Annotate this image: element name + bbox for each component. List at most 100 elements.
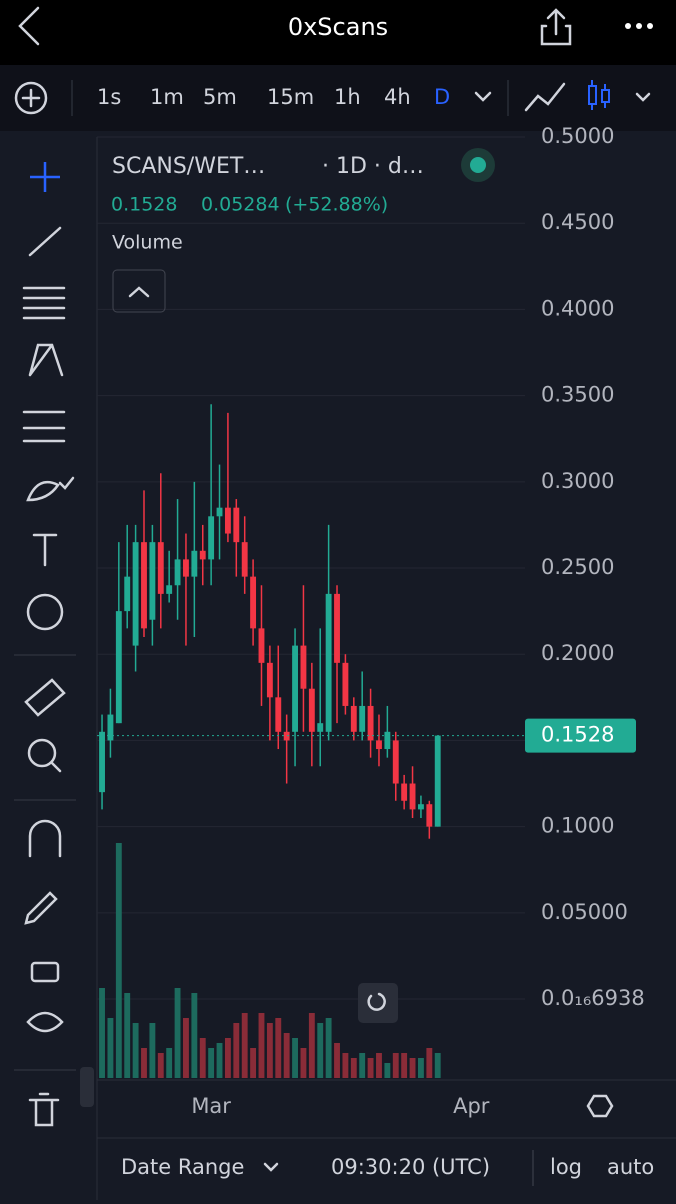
volume-bar [275,1018,282,1078]
interval-button[interactable]: 15m [267,85,314,109]
y-tick-label: 0.4000 [541,296,614,320]
volume-bar [334,1043,340,1078]
share-button[interactable] [540,8,572,46]
text-tool[interactable] [32,533,58,567]
candle-body [300,645,307,689]
interval-dropdown[interactable] [474,91,492,102]
brush-tool[interactable] [26,476,75,502]
volume-bar [166,1048,173,1078]
measure-tool[interactable] [24,678,66,717]
zoom-tool[interactable] [27,738,57,768]
candle-body [317,723,324,732]
candle-body [191,550,198,577]
volume-bar [434,1053,441,1078]
last-price-tag [525,718,636,753]
drawing-tools [14,162,76,1127]
symbol: SCANS/WET… [112,154,265,179]
y-tick-label: 0.1000 [541,814,614,838]
add-icon [21,88,41,108]
date-range[interactable]: Date Range [121,1155,244,1179]
candle-body [166,585,173,594]
volume-bar [376,1053,382,1078]
collapse-indicators[interactable] [112,269,166,313]
volume-bar [325,1018,332,1078]
volume-bar [149,1023,156,1078]
candle-body [174,559,181,586]
candle-body [124,576,131,612]
volume-bar [258,1013,265,1078]
volume-bar [409,1058,416,1078]
trendline-tool[interactable] [28,226,62,257]
candle-chart-button[interactable] [588,80,610,110]
volume-bar [426,1048,433,1078]
candle-body [283,731,290,741]
volume-bar [174,988,181,1078]
y-tick-label: 0.05000 [541,900,628,924]
prediction-tool[interactable] [22,410,66,443]
candle-body [216,507,223,517]
candle-body [308,688,315,732]
volume-bar [99,988,105,1078]
volume-bar [115,843,122,1078]
interval-button[interactable]: 1s [97,85,121,109]
line-chart-button[interactable] [524,82,566,112]
collapse-handle[interactable] [80,1067,94,1107]
zoom-tool-handle [50,761,62,773]
interval-button[interactable]: 4h [384,85,411,109]
fib-tool[interactable] [22,286,66,320]
candle-body [224,507,231,534]
y-tick-label: 0.2500 [541,555,614,579]
volume-bar [141,1048,147,1078]
emoji-tool[interactable] [26,593,64,631]
lock-drawings[interactable] [24,891,58,925]
settings-button[interactable] [586,1094,614,1118]
more-button[interactable] [625,23,653,29]
volume-bar [233,1023,240,1078]
hide-tool[interactable] [26,1011,64,1033]
reset-button[interactable] [358,983,398,1023]
crosshair-tool[interactable] [30,162,60,192]
interval-button[interactable]: 1m [150,85,184,109]
interval-button[interactable]: 5m [203,85,237,109]
pattern-tool[interactable] [28,343,64,377]
header [0,0,676,65]
candle-body [384,731,391,750]
chart-type-dropdown[interactable] [635,92,651,102]
add-button[interactable] [14,81,48,115]
candle-body [367,705,374,741]
header-title: 0xScans [288,13,388,41]
interval: · 1D · d… [322,154,424,179]
interval-button[interactable]: 1h [334,85,361,109]
volume-bar [157,1053,164,1078]
collapse-icon [128,286,150,298]
volume-bar [308,1013,315,1078]
y-tick-label: 0.5000 [541,124,614,148]
volume-bar [199,1038,206,1078]
volume-bar [250,1048,257,1078]
candle-body [342,662,349,706]
candle-body [266,662,273,698]
y-tick-label: 0.3500 [541,383,614,407]
y-tick-label: 0.4500 [541,210,614,234]
volume-bar [283,1033,290,1078]
volume-bar [208,1048,215,1078]
y-tick-label: 0.0₁₆6938 [541,986,645,1010]
back-button[interactable] [18,6,40,46]
volume-bar [300,1048,307,1078]
candle-body [208,516,215,560]
volume-bar [350,1058,357,1078]
candle-body [141,542,147,629]
y-tick-label: 0.2000 [541,641,614,665]
volume-bar [183,1018,189,1078]
candle-body [292,645,298,732]
magnet-tool[interactable] [28,819,62,858]
log-toggle[interactable]: log [550,1155,582,1179]
volume-bar [241,1013,248,1078]
unlock-tool[interactable] [30,961,60,983]
interval-button[interactable]: D [434,85,450,109]
volume-bar [266,1023,273,1078]
delete-tool[interactable] [28,1092,60,1127]
candle-body [359,705,366,732]
auto-toggle[interactable]: auto [607,1155,654,1179]
